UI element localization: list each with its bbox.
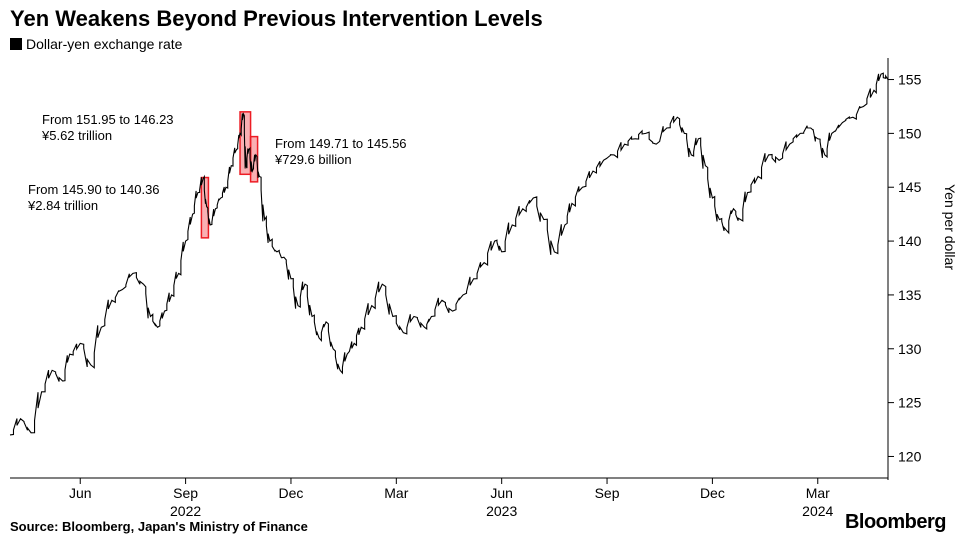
annotation-line2: ¥5.62 trillion (42, 128, 174, 144)
brand-logo: Bloomberg (845, 511, 946, 534)
x-tick-label: Dec (700, 485, 725, 501)
x-year-label: 2023 (486, 503, 517, 519)
chart-canvas: 120 125 130 135 140 145 150 155 Jun Sep Dec Mar Jun S… (0, 0, 960, 540)
y-tick-label: 140 (898, 233, 922, 249)
x-tick-label: Jun (69, 485, 92, 501)
annotation-line1: From 145.90 to 140.36 (28, 182, 160, 198)
x-year-label: 2024 (802, 503, 833, 519)
x-tick-label: Jun (490, 485, 513, 501)
annotation-line2: ¥729.6 billion (275, 152, 407, 168)
annotation-line2: ¥2.84 trillion (28, 198, 160, 214)
x-year-label: 2022 (170, 503, 201, 519)
anno-2: From 151.95 to 146.23¥5.62 trillion (42, 112, 174, 145)
y-tick-label: 145 (898, 179, 922, 195)
y-tick-label: 155 (898, 72, 922, 88)
anno-3: From 149.71 to 145.56¥729.6 billion (275, 136, 407, 169)
y-tick-label: 130 (898, 341, 922, 357)
anno-1: From 145.90 to 140.36¥2.84 trillion (28, 182, 160, 215)
y-tick-label: 150 (898, 125, 922, 141)
x-tick-label: Mar (384, 485, 408, 501)
y-axis-label: Yen per dollar (942, 184, 958, 270)
x-tick-label: Sep (595, 485, 620, 501)
y-tick-label: 125 (898, 395, 922, 411)
y-tick-label: 120 (898, 448, 922, 464)
y-tick-label: 135 (898, 287, 922, 303)
annotation-line1: From 149.71 to 145.56 (275, 136, 407, 152)
annotation-line1: From 151.95 to 146.23 (42, 112, 174, 128)
x-tick-label: Dec (279, 485, 304, 501)
source-text: Source: Bloomberg, Japan's Ministry of F… (10, 519, 308, 534)
x-tick-label: Sep (173, 485, 198, 501)
x-tick-label: Mar (806, 485, 830, 501)
